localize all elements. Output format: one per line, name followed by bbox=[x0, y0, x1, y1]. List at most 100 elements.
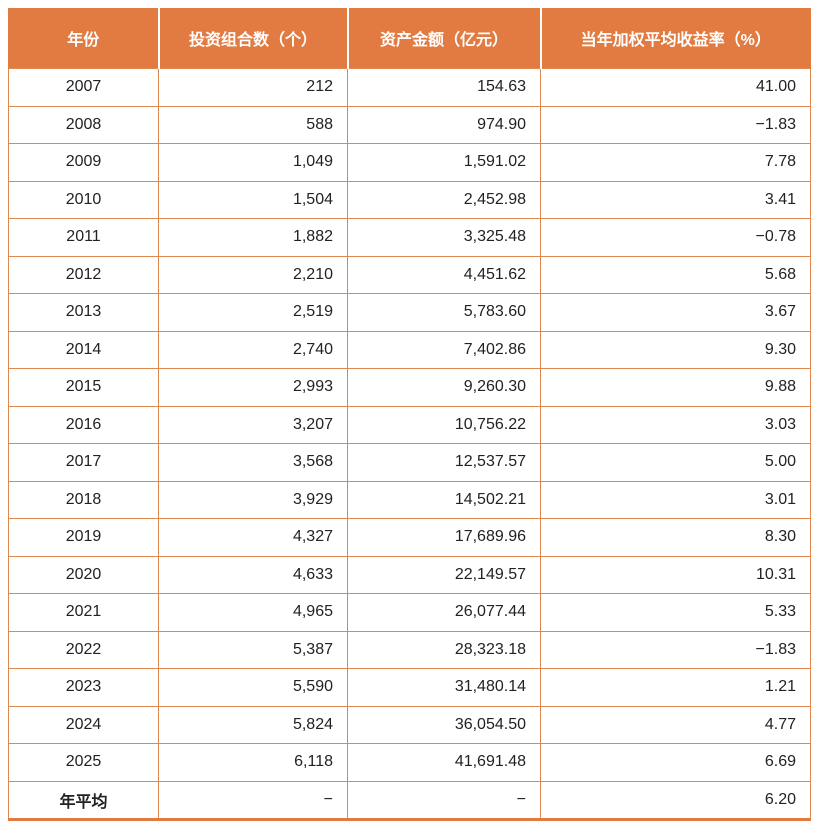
assets-cell: − bbox=[347, 780, 541, 821]
assets-cell: 41,691.48 bbox=[347, 743, 541, 782]
portfolios-cell: 2,740 bbox=[158, 330, 348, 369]
header-row: 年份 投资组合数（个） 资产金额（亿元） 当年加权平均收益率（%） bbox=[8, 8, 811, 69]
assets-cell: 154.63 bbox=[347, 68, 541, 107]
return-cell: 5.68 bbox=[540, 255, 811, 294]
return-cell: 3.01 bbox=[540, 480, 811, 519]
portfolios-cell: 3,207 bbox=[158, 405, 348, 444]
year-cell: 2010 bbox=[8, 180, 159, 219]
portfolios-cell: 5,387 bbox=[158, 630, 348, 669]
return-cell: 3.67 bbox=[540, 293, 811, 332]
header-cell-portfolios: 投资组合数（个） bbox=[157, 8, 348, 69]
year-cell: 2019 bbox=[8, 518, 159, 557]
header-cell-return: 当年加权平均收益率（%） bbox=[539, 8, 811, 69]
return-cell: −1.83 bbox=[540, 630, 811, 669]
table-row: 2022 5,387 28,323.18 −1.83 bbox=[8, 630, 811, 669]
table-row: 年平均 − −6.20 bbox=[8, 780, 811, 821]
table-row: 2020 4,633 22,149.57 10.31 bbox=[8, 555, 811, 594]
table-row: 2023 5,590 31,480.14 1.21 bbox=[8, 668, 811, 707]
header-cell-assets: 资产金额（亿元） bbox=[346, 8, 541, 69]
table-row: 2021 4,965 26,077.44 5.33 bbox=[8, 593, 811, 632]
return-cell: 4.77 bbox=[540, 705, 811, 744]
assets-cell: 3,325.48 bbox=[347, 218, 541, 257]
year-cell: 2013 bbox=[8, 293, 159, 332]
year-cell: 2009 bbox=[8, 143, 159, 182]
table-row: 2018 3,929 14,502.21 3.01 bbox=[8, 480, 811, 519]
portfolios-cell: 5,590 bbox=[158, 668, 348, 707]
portfolios-cell: 2,519 bbox=[158, 293, 348, 332]
annual-statistics-table: 年份 投资组合数（个） 资产金额（亿元） 当年加权平均收益率（%） 2007 21… bbox=[8, 8, 811, 821]
table-row: 2025 6,118 41,691.48 6.69 bbox=[8, 743, 811, 782]
portfolios-cell: 1,882 bbox=[158, 218, 348, 257]
assets-cell: 17,689.96 bbox=[347, 518, 541, 557]
return-cell: −0.78 bbox=[540, 218, 811, 257]
year-cell: 2022 bbox=[8, 630, 159, 669]
year-cell: 2015 bbox=[8, 368, 159, 407]
assets-cell: 26,077.44 bbox=[347, 593, 541, 632]
return-cell: 3.41 bbox=[540, 180, 811, 219]
portfolios-cell: 4,965 bbox=[158, 593, 348, 632]
assets-cell: 4,451.62 bbox=[347, 255, 541, 294]
year-cell: 2024 bbox=[8, 705, 159, 744]
assets-cell: 22,149.57 bbox=[347, 555, 541, 594]
assets-cell: 2,452.98 bbox=[347, 180, 541, 219]
year-cell: 2020 bbox=[8, 555, 159, 594]
assets-cell: 28,323.18 bbox=[347, 630, 541, 669]
year-cell: 2011 bbox=[8, 218, 159, 257]
portfolios-cell: − bbox=[158, 780, 348, 821]
return-cell: 5.33 bbox=[540, 593, 811, 632]
year-cell: 2017 bbox=[8, 443, 159, 482]
year-cell: 2018 bbox=[8, 480, 159, 519]
return-cell: 7.78 bbox=[540, 143, 811, 182]
table-row: 2015 2,993 9,260.30 9.88 bbox=[8, 368, 811, 407]
assets-cell: 31,480.14 bbox=[347, 668, 541, 707]
portfolios-cell: 5,824 bbox=[158, 705, 348, 744]
assets-cell: 5,783.60 bbox=[347, 293, 541, 332]
year-cell: 2008 bbox=[8, 105, 159, 144]
portfolios-cell: 212 bbox=[158, 68, 348, 107]
portfolios-cell: 3,568 bbox=[158, 443, 348, 482]
header-cell-year: 年份 bbox=[8, 8, 159, 69]
return-cell: 5.00 bbox=[540, 443, 811, 482]
table-row: 2009 1,049 1,591.02 7.78 bbox=[8, 143, 811, 182]
portfolios-cell: 2,993 bbox=[158, 368, 348, 407]
return-cell: 6.69 bbox=[540, 743, 811, 782]
table-header: 年份 投资组合数（个） 资产金额（亿元） 当年加权平均收益率（%） bbox=[8, 8, 811, 69]
year-cell: 2007 bbox=[8, 68, 159, 107]
portfolios-cell: 1,049 bbox=[158, 143, 348, 182]
table-row: 2010 1,504 2,452.98 3.41 bbox=[8, 180, 811, 219]
return-cell: 3.03 bbox=[540, 405, 811, 444]
portfolios-cell: 3,929 bbox=[158, 480, 348, 519]
assets-cell: 1,591.02 bbox=[347, 143, 541, 182]
table-row: 2012 2,210 4,451.62 5.68 bbox=[8, 255, 811, 294]
table-row: 2014 2,740 7,402.86 9.30 bbox=[8, 330, 811, 369]
table-body: 2007 212 154.63 41.00 2008 588 974.90 −1.83 2009… bbox=[8, 68, 811, 821]
return-cell: 41.00 bbox=[540, 68, 811, 107]
table-row: 2016 3,207 10,756.22 3.03 bbox=[8, 405, 811, 444]
portfolios-cell: 1,504 bbox=[158, 180, 348, 219]
return-cell: 8.30 bbox=[540, 518, 811, 557]
year-cell: 2021 bbox=[8, 593, 159, 632]
assets-cell: 7,402.86 bbox=[347, 330, 541, 369]
portfolios-cell: 6,118 bbox=[158, 743, 348, 782]
return-cell: −1.83 bbox=[540, 105, 811, 144]
table-row: 2011 1,882 3,325.48 −0.78 bbox=[8, 218, 811, 257]
assets-cell: 12,537.57 bbox=[347, 443, 541, 482]
table-row: 2017 3,568 12,537.57 5.00 bbox=[8, 443, 811, 482]
year-cell: 2016 bbox=[8, 405, 159, 444]
year-cell: 2025 bbox=[8, 743, 159, 782]
portfolios-cell: 4,327 bbox=[158, 518, 348, 557]
assets-cell: 9,260.30 bbox=[347, 368, 541, 407]
year-cell: 2014 bbox=[8, 330, 159, 369]
year-cell: 年平均 bbox=[8, 780, 159, 821]
assets-cell: 36,054.50 bbox=[347, 705, 541, 744]
table-row: 2024 5,824 36,054.50 4.77 bbox=[8, 705, 811, 744]
assets-cell: 974.90 bbox=[347, 105, 541, 144]
return-cell: 9.30 bbox=[540, 330, 811, 369]
year-cell: 2023 bbox=[8, 668, 159, 707]
assets-cell: 14,502.21 bbox=[347, 480, 541, 519]
return-cell: 10.31 bbox=[540, 555, 811, 594]
table-row: 2019 4,327 17,689.96 8.30 bbox=[8, 518, 811, 557]
portfolios-cell: 4,633 bbox=[158, 555, 348, 594]
assets-cell: 10,756.22 bbox=[347, 405, 541, 444]
